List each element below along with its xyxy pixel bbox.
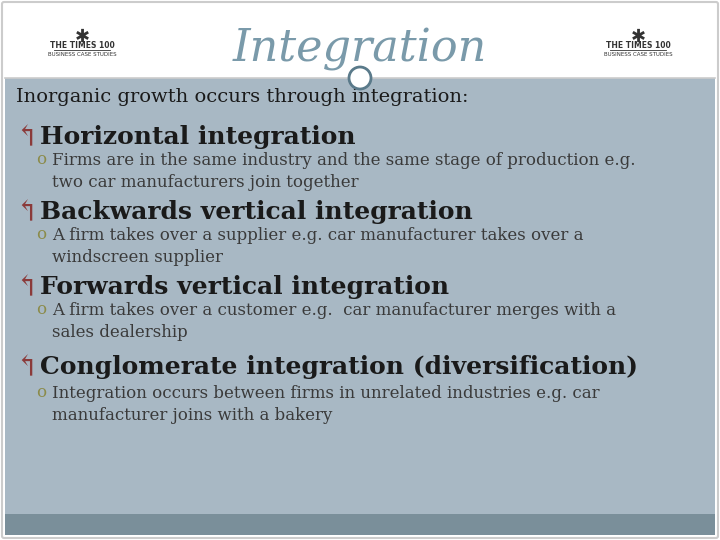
- Text: Conglomerate integration (diversification): Conglomerate integration (diversificatio…: [40, 355, 638, 379]
- Text: Forwards vertical integration: Forwards vertical integration: [40, 275, 449, 299]
- Text: ↰: ↰: [14, 199, 38, 227]
- FancyBboxPatch shape: [5, 5, 715, 80]
- FancyBboxPatch shape: [5, 78, 715, 514]
- Text: ✱: ✱: [74, 28, 89, 46]
- Text: Inorganic growth occurs through integration:: Inorganic growth occurs through integrat…: [16, 88, 469, 106]
- Text: ✱: ✱: [631, 28, 646, 46]
- Text: THE TIMES 100: THE TIMES 100: [606, 42, 670, 51]
- Text: BUSINESS CASE STUDIES: BUSINESS CASE STUDIES: [603, 51, 672, 57]
- Text: A firm takes over a supplier e.g. car manufacturer takes over a
windscreen suppl: A firm takes over a supplier e.g. car ma…: [52, 227, 583, 266]
- Circle shape: [349, 67, 371, 89]
- Text: Backwards vertical integration: Backwards vertical integration: [40, 200, 473, 224]
- Text: o: o: [36, 384, 46, 401]
- Text: A firm takes over a customer e.g.  car manufacturer merges with a
sales dealersh: A firm takes over a customer e.g. car ma…: [52, 302, 616, 341]
- Text: ↰: ↰: [14, 124, 38, 152]
- Text: Integration occurs between firms in unrelated industries e.g. car
manufacturer j: Integration occurs between firms in unre…: [52, 385, 600, 424]
- Text: Firms are in the same industry and the same stage of production e.g.
two car man: Firms are in the same industry and the s…: [52, 152, 636, 191]
- Text: THE TIMES 100: THE TIMES 100: [50, 42, 114, 51]
- Text: o: o: [36, 226, 46, 243]
- Text: Horizontal integration: Horizontal integration: [40, 125, 356, 149]
- Text: ↰: ↰: [14, 274, 38, 302]
- Text: o: o: [36, 151, 46, 168]
- Text: ↰: ↰: [14, 354, 38, 382]
- Text: Integration: Integration: [233, 28, 487, 71]
- Text: BUSINESS CASE STUDIES: BUSINESS CASE STUDIES: [48, 51, 117, 57]
- Text: o: o: [36, 301, 46, 318]
- FancyBboxPatch shape: [5, 514, 715, 535]
